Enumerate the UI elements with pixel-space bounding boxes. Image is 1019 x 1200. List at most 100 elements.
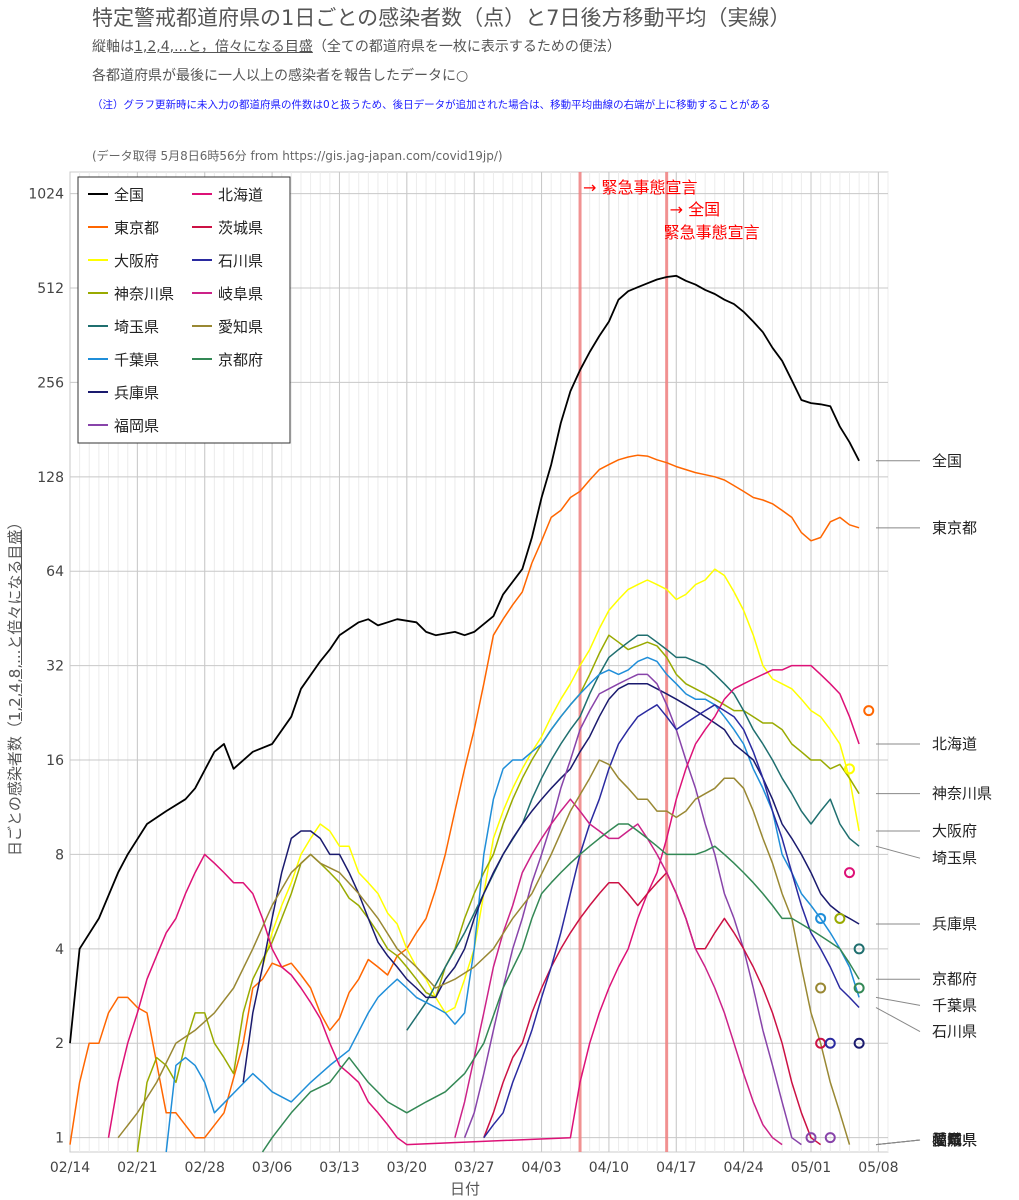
last-report-marker bbox=[844, 763, 856, 775]
legend-label: 愛知県 bbox=[218, 318, 263, 336]
y-tick-label: 512 bbox=[37, 281, 64, 297]
y-tick-label: 128 bbox=[37, 470, 64, 486]
y-tick-label: 32 bbox=[46, 659, 64, 675]
last-report-marker bbox=[853, 1037, 865, 1049]
x-tick-label: 02/21 bbox=[117, 1160, 157, 1176]
last-report-marker bbox=[863, 705, 875, 717]
end-label-leader bbox=[875, 1007, 921, 1032]
end-label-leader bbox=[875, 1139, 921, 1146]
x-tick-label: 02/14 bbox=[50, 1160, 90, 1176]
legend-label: 千葉県 bbox=[114, 351, 159, 369]
legend-label: 大阪府 bbox=[114, 252, 159, 270]
chart-title: 特定警戒都道府県の1日ごとの感染者数（点）と7日後方移動平均（実線） bbox=[92, 6, 791, 30]
series-line bbox=[242, 683, 860, 1083]
end-label: 京都府 bbox=[932, 970, 977, 988]
y-tick-label: 256 bbox=[37, 375, 64, 391]
chart-subtitle-marker: 各都道府県が最後に一人以上の感染者を報告したデータに○ bbox=[92, 68, 469, 84]
x-tick-label: 04/10 bbox=[589, 1160, 629, 1176]
y-axis-label: 日ごとの感染者数（1,2,4,8,...と倍々になる目盛） bbox=[6, 514, 24, 856]
legend-label: 茨城県 bbox=[218, 219, 263, 237]
series-line bbox=[165, 656, 860, 1153]
series-lines bbox=[69, 274, 860, 1153]
end-label-leader bbox=[875, 845, 921, 859]
end-label: 北海道 bbox=[932, 735, 977, 753]
end-label: 千葉県 bbox=[932, 996, 977, 1014]
last-report-marker bbox=[824, 1132, 836, 1144]
end-label: 茨城県 bbox=[932, 1131, 977, 1149]
legend-label: 神奈川県 bbox=[114, 285, 174, 303]
annotation-text: → 全国 bbox=[670, 200, 721, 219]
y-tick-label: 64 bbox=[46, 564, 64, 580]
x-tick-label: 04/17 bbox=[656, 1160, 696, 1176]
end-label: 兵庫県 bbox=[932, 915, 977, 933]
annotation-text: 緊急事態宣言 bbox=[664, 223, 760, 242]
series-line bbox=[483, 871, 822, 1146]
end-label: 大阪府 bbox=[932, 822, 977, 840]
legend-label: 北海道 bbox=[218, 186, 263, 204]
series-line bbox=[483, 704, 860, 1139]
series-line bbox=[261, 823, 860, 1153]
last-report-marker bbox=[844, 867, 856, 879]
legend-label: 石川県 bbox=[218, 252, 263, 270]
legend-label: 東京都 bbox=[114, 219, 159, 237]
y-tick-label: 16 bbox=[46, 753, 64, 769]
legend-label: 埼玉県 bbox=[114, 318, 159, 336]
series-line bbox=[117, 759, 851, 1145]
x-tick-label: 04/03 bbox=[521, 1160, 561, 1176]
data-source: (データ取得 5月8日6時56分 from https://gis.jag-ja… bbox=[92, 149, 503, 163]
end-label: 埼玉県 bbox=[932, 849, 977, 867]
legend-label: 岐阜県 bbox=[218, 285, 263, 303]
series-line bbox=[107, 664, 860, 1146]
x-tick-label: 03/13 bbox=[319, 1160, 359, 1176]
end-label-leader bbox=[875, 996, 921, 1006]
x-tick-label: 03/20 bbox=[387, 1160, 427, 1176]
series-line bbox=[69, 454, 860, 1145]
end-label: 石川県 bbox=[932, 1023, 977, 1041]
y-tick-label: 1024 bbox=[28, 187, 64, 203]
last-report-marker bbox=[853, 943, 865, 955]
end-label: 岐阜県 bbox=[932, 1131, 977, 1149]
end-label: 福岡県 bbox=[932, 1131, 977, 1149]
legend-label: 兵庫県 bbox=[114, 384, 159, 402]
declaration-lines bbox=[578, 172, 669, 1152]
x-tick-label: 04/24 bbox=[723, 1160, 763, 1176]
x-axis-label: 日付 bbox=[450, 1180, 481, 1198]
y-tick-label: 8 bbox=[55, 847, 64, 863]
last-report-marker bbox=[815, 982, 827, 994]
y-tick-label: 2 bbox=[55, 1036, 64, 1052]
y-tick-label: 4 bbox=[55, 942, 64, 958]
annotation-text: → 緊急事態宣言 bbox=[583, 178, 698, 197]
last-report-marker bbox=[805, 1132, 817, 1144]
chart-note: （注）グラフ更新時に未入力の都道府県の件数は0と扱うため、後日データが追加された… bbox=[92, 99, 771, 111]
last-report-marker bbox=[815, 912, 827, 924]
legend-label: 全国 bbox=[114, 186, 144, 204]
last-report-marker bbox=[853, 982, 865, 994]
last-report-markers bbox=[805, 705, 875, 1144]
last-report-marker bbox=[824, 1037, 836, 1049]
chart-subtitle-scale: 縦軸は1,2,4,...と，倍々になる目盛（全ての都道府県を一枚に表示するための… bbox=[92, 39, 621, 55]
legend-label: 京都府 bbox=[218, 351, 263, 369]
x-tick-label: 03/06 bbox=[252, 1160, 292, 1176]
legend-box bbox=[77, 176, 291, 444]
end-labels: 全国東京都北海道神奈川県大阪府埼玉県兵庫県京都府千葉県石川県福岡県茨城県岐阜県愛… bbox=[875, 452, 992, 1149]
x-tick-label: 02/28 bbox=[185, 1160, 225, 1176]
x-tick-label: 05/01 bbox=[791, 1160, 831, 1176]
series-line bbox=[69, 274, 860, 1044]
end-label: 東京都 bbox=[932, 519, 977, 537]
series-line bbox=[454, 798, 783, 1146]
axis-ticks: 1 2 4 8 16 32 64 128 256 512 1024 02/14 02/21 02/28 03… bbox=[28, 187, 898, 1176]
series-line bbox=[136, 634, 860, 1153]
y-tick-label: 1 bbox=[55, 1131, 64, 1147]
end-label: 全国 bbox=[932, 452, 962, 470]
x-tick-label: 03/27 bbox=[454, 1160, 494, 1176]
end-label: 神奈川県 bbox=[932, 785, 992, 803]
series-line bbox=[406, 634, 860, 1031]
legend-label: 福岡県 bbox=[114, 417, 159, 435]
last-report-marker bbox=[834, 912, 846, 924]
series-line bbox=[261, 568, 860, 1014]
x-tick-label: 05/08 bbox=[858, 1160, 898, 1176]
series-line bbox=[463, 673, 802, 1146]
